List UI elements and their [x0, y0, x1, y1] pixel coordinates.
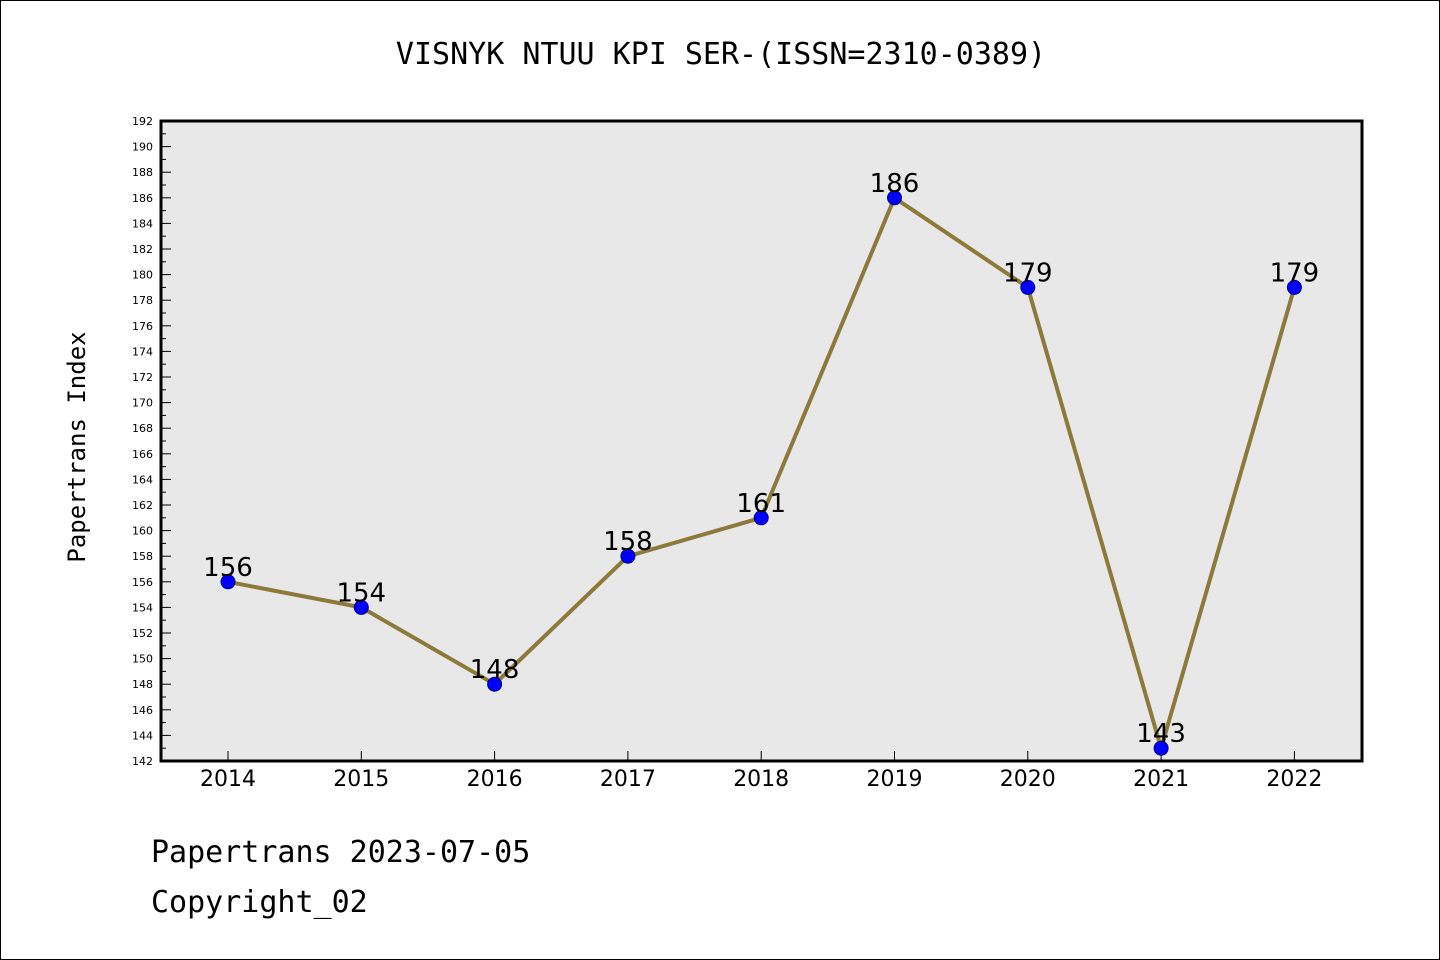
y-tick-label: 190	[132, 141, 153, 154]
y-tick-label: 150	[132, 653, 153, 666]
x-tick-label: 2015	[333, 767, 389, 792]
data-point	[1286, 279, 1302, 295]
plot-area	[161, 121, 1362, 761]
data-label: 148	[470, 655, 520, 685]
y-tick-label: 178	[132, 294, 153, 307]
y-tick-label: 192	[132, 115, 153, 128]
x-axis: 2014 2015 2016 2017 2018 2019 2020 2021 2022	[200, 751, 1322, 792]
y-tick-label: 160	[132, 525, 153, 538]
x-tick-label: 2021	[1133, 767, 1189, 792]
data-label: 179	[1270, 258, 1320, 288]
data-labels: 156 154 148 158 161 186 179 143 179	[203, 169, 1319, 749]
x-tick-label: 2017	[600, 767, 656, 792]
data-label: 156	[203, 553, 253, 583]
footer-date: Papertrans 2023-07-05	[151, 835, 531, 870]
y-tick-label: 156	[132, 576, 153, 589]
y-tick-label: 186	[132, 192, 153, 205]
y-tick-label: 182	[132, 243, 153, 256]
x-tick-label: 2020	[1000, 767, 1056, 792]
y-tick-label: 148	[132, 678, 153, 691]
data-label: 179	[1003, 258, 1053, 288]
data-point	[620, 548, 636, 564]
y-tick-label: 158	[132, 550, 153, 563]
data-point	[220, 574, 236, 590]
data-label: 186	[870, 169, 920, 199]
x-tick-label: 2022	[1266, 767, 1322, 792]
y-tick-label: 166	[132, 448, 153, 461]
footer-copyright: Copyright_02	[151, 885, 368, 920]
y-tick-label: 170	[132, 397, 153, 410]
y-tick-label: 152	[132, 627, 153, 640]
y-tick-label: 172	[132, 371, 153, 384]
y-tick-label: 184	[132, 217, 153, 230]
plot-frame	[159, 119, 1364, 763]
y-tick-label: 164	[132, 473, 153, 486]
y-tick-label: 144	[132, 729, 153, 742]
y-tick-label: 162	[132, 499, 153, 512]
data-label: 158	[603, 527, 653, 557]
x-tick-label: 2018	[733, 767, 789, 792]
data-point	[1020, 279, 1036, 295]
x-tick-label: 2014	[200, 767, 256, 792]
y-tick-label: 174	[132, 345, 153, 358]
data-point	[887, 190, 902, 206]
y-tick-label: 154	[132, 601, 153, 614]
data-points	[220, 190, 1302, 756]
y-tick-label: 142	[132, 755, 153, 768]
y-tick-label: 188	[132, 166, 153, 179]
data-point	[753, 510, 769, 526]
y-tick-label: 180	[132, 269, 153, 282]
y-tick-label: 176	[132, 320, 153, 333]
y-tick-label: 146	[132, 704, 153, 717]
y-axis: 142 144 146 148 150 152 154 156 158 160 162 164 166 1…	[132, 115, 171, 768]
x-tick-label: 2019	[867, 767, 923, 792]
data-point	[1153, 740, 1169, 756]
data-point	[353, 599, 369, 615]
data-point	[487, 676, 503, 692]
y-tick-label: 168	[132, 422, 153, 435]
data-label: 154	[336, 578, 386, 608]
chart-title: VISNYK NTUU KPI SER-(ISSN=2310-0389)	[395, 37, 1047, 72]
data-label: 143	[1136, 719, 1186, 749]
x-tick-label: 2016	[467, 767, 523, 792]
data-label: 161	[736, 489, 786, 519]
